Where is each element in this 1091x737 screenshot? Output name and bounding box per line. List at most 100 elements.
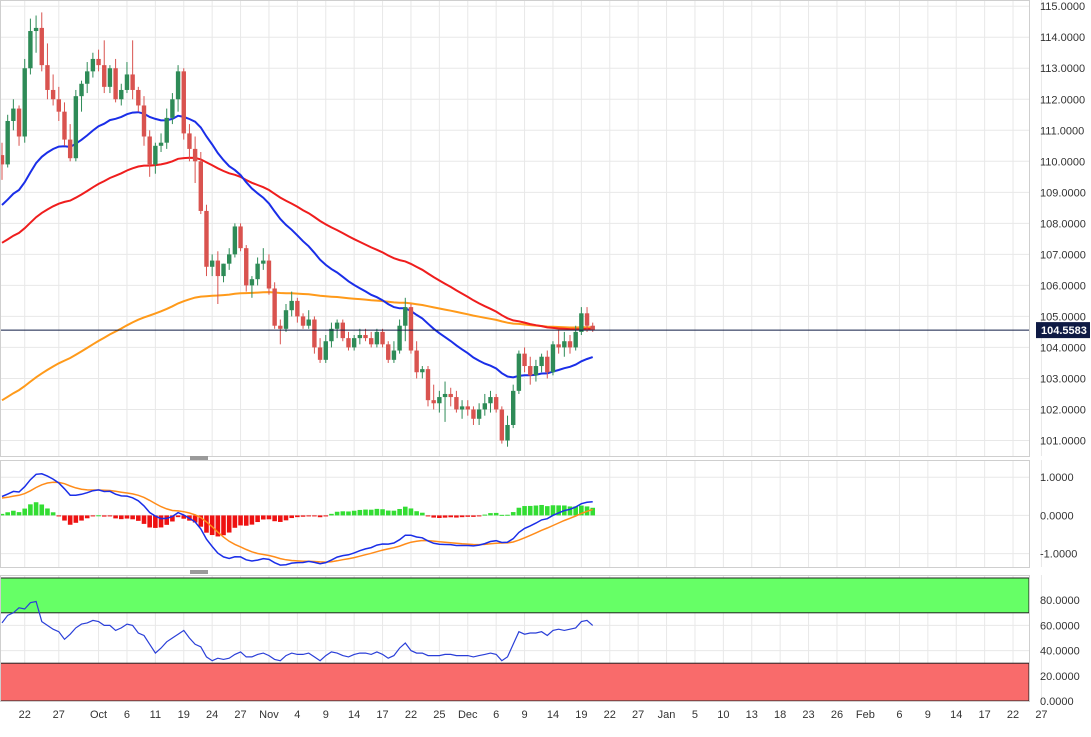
macd-histogram-bar — [431, 515, 436, 518]
price-axis-label: 106.0000 — [1040, 280, 1086, 292]
macd-histogram-bar — [590, 507, 596, 516]
candle-body — [90, 58, 96, 72]
macd-histogram-bar — [22, 508, 28, 516]
candle-body — [33, 27, 39, 32]
macd-histogram-bar — [488, 513, 493, 516]
candle-body — [351, 338, 357, 348]
macd-histogram-bar — [380, 509, 385, 516]
macd-histogram-bar — [16, 512, 22, 516]
macd-histogram-bar — [323, 515, 329, 517]
candle-body — [403, 307, 408, 326]
x-axis-label: 5 — [692, 709, 698, 721]
candle-body — [272, 288, 277, 326]
candle-body — [170, 99, 175, 118]
macd-histogram-bar — [272, 515, 277, 522]
macd-histogram-bar — [556, 505, 561, 516]
macd-histogram-bar — [50, 512, 56, 516]
rsi-bands — [0, 577, 1030, 702]
candle-body — [567, 341, 573, 348]
macd-histogram-bar — [329, 513, 334, 516]
candle-body — [124, 74, 130, 90]
macd-axis-label: -1.0000 — [1040, 549, 1077, 561]
x-axis-label: 6 — [124, 709, 130, 721]
macd-histogram-bar — [101, 515, 107, 517]
x-axis-label: Nov — [259, 709, 279, 721]
rsi-axis-label: 40.0000 — [1040, 646, 1080, 658]
sma-fast-line — [1, 111, 594, 379]
price-axis-label: 103.0000 — [1040, 373, 1086, 385]
macd-histogram-bar — [306, 515, 312, 517]
candle-body — [204, 210, 209, 267]
macd-histogram-bar — [226, 515, 232, 533]
candle-body — [73, 96, 79, 159]
x-axis-label: 10 — [717, 709, 729, 721]
x-axis-label: 13 — [746, 709, 758, 721]
candle-body — [380, 331, 385, 345]
macd-histogram-bar — [124, 515, 130, 519]
candle-body — [533, 366, 539, 376]
candle-body — [312, 319, 317, 348]
candle-body — [62, 111, 67, 140]
macd-histogram-bar — [425, 515, 431, 517]
candle-body — [79, 83, 84, 97]
x-axis-label: Dec — [458, 709, 478, 721]
candle-body — [295, 300, 300, 317]
candle-body — [119, 89, 124, 100]
macd-histogram-bar — [96, 515, 101, 517]
candle-body — [255, 263, 260, 280]
candle-body — [562, 341, 567, 348]
x-axis-label: 24 — [206, 709, 218, 721]
x-axis-label: 19 — [178, 709, 190, 721]
candle-body — [550, 344, 556, 373]
x-axis-label: 4 — [294, 709, 300, 721]
candle-body — [85, 71, 90, 84]
macd-histogram-bar — [573, 506, 578, 516]
x-axis-label: 17 — [376, 709, 388, 721]
macd-histogram-bar — [527, 505, 533, 516]
candle-body — [408, 307, 414, 351]
price-axis-label: 102.0000 — [1040, 404, 1086, 416]
macd-histogram-bar — [289, 515, 294, 519]
candle-body — [198, 161, 203, 211]
macd-histogram-bar — [62, 515, 67, 521]
macd-histogram-bar — [482, 514, 488, 516]
rsi-axis-label: 0.0000 — [1040, 696, 1074, 708]
candle-body — [192, 148, 198, 162]
macd-histogram-bar — [84, 515, 90, 519]
candle-body — [158, 142, 164, 146]
candle-body — [249, 279, 255, 286]
sma-mid-line — [1, 156, 593, 331]
macd-histogram-bar — [67, 515, 73, 525]
macd-histogram-bar — [493, 512, 499, 516]
candle-body — [45, 65, 50, 90]
macd-histogram-bar — [170, 515, 175, 522]
sma-slow-line — [1, 291, 593, 402]
x-axis-label: 14 — [950, 709, 962, 721]
macd-histogram-bar — [351, 510, 357, 516]
macd-histogram-bar — [437, 515, 442, 518]
candle-body — [141, 105, 147, 137]
candle-body — [266, 260, 272, 289]
x-axis-label: 26 — [831, 709, 843, 721]
rsi-axis-label: 20.0000 — [1040, 671, 1080, 683]
candle-body — [67, 139, 73, 159]
candle-body — [420, 369, 425, 373]
candle-body — [499, 409, 505, 441]
macd-histogram-bar — [544, 506, 550, 516]
x-axis-label: 27 — [1035, 709, 1047, 721]
candle-body — [130, 74, 135, 90]
macd-histogram-bar — [79, 515, 84, 521]
macd-histogram-bar — [158, 515, 164, 528]
macd-histogram-bar — [295, 515, 300, 518]
candle-body — [39, 27, 44, 66]
grid-layer — [0, 0, 1042, 702]
x-axis-label: 23 — [802, 709, 814, 721]
macd-histogram-bar — [73, 515, 79, 523]
price-axis-label: 109.0000 — [1040, 187, 1086, 199]
candle-body — [238, 226, 243, 249]
rsi-overbought-band — [0, 577, 1030, 614]
x-axis-label: Feb — [856, 709, 875, 721]
last-price-tag — [1036, 322, 1090, 339]
panel-frame — [0, 0, 1030, 457]
